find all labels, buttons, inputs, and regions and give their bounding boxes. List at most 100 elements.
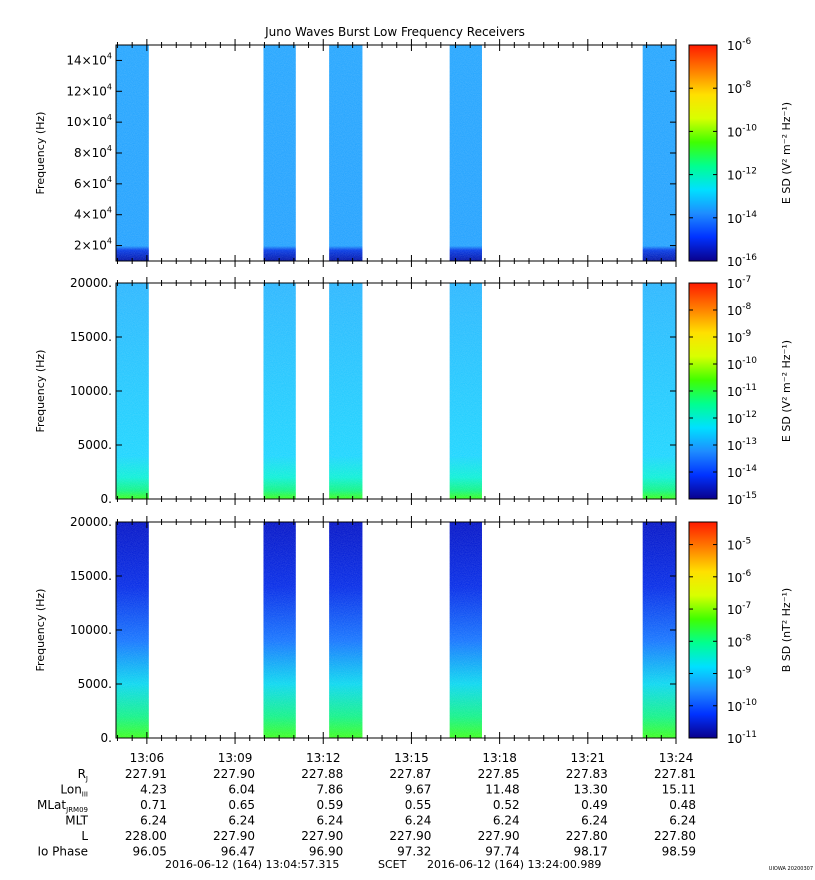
ephemeris-value: 227.80 [566, 829, 608, 843]
colorbar-tick-exponent: -14 [742, 464, 757, 474]
ephemeris-value: 98.59 [662, 845, 696, 859]
ephemeris-value: 0.65 [228, 798, 255, 812]
time-tick-label-4: 13:15 [394, 751, 429, 765]
colorbar-tick-exponent: -16 [742, 253, 757, 263]
burst-noise-3 [329, 522, 363, 738]
colorbar-tick-label-6: 10-10 [727, 698, 757, 714]
ephemeris-value: 227.90 [301, 829, 343, 843]
ephemeris-value: 0.52 [493, 798, 520, 812]
colorbar-tick-label-2: 10-6 [727, 569, 752, 585]
y-tick-exponent: 4 [107, 144, 112, 153]
y-tick-label-4: 8×104 [74, 144, 112, 160]
burst-noise-2 [263, 45, 296, 261]
ephemeris-value: 227.88 [301, 767, 343, 781]
colorbar-tick-label-9: 10-15 [727, 491, 757, 507]
panel-1: 2×104 4×104 6×104 8×104 10×104 12×104 14×104 Fr… [34, 37, 793, 269]
colorbar-label: E SD (V² m⁻² Hz⁻¹) [780, 102, 793, 204]
colorbar-tick-exponent: -14 [742, 210, 757, 220]
ephemeris-value: 9.67 [405, 783, 432, 797]
colorbar-label: B SD (nT² Hz⁻¹) [780, 588, 793, 672]
footer-start-time: 2016-06-12 (164) 13:04:57.315 [165, 858, 340, 871]
ephemeris-value: 6.24 [140, 814, 167, 828]
colorbar-tick-exponent: -7 [742, 275, 751, 285]
ephemeris-value: 227.90 [213, 829, 255, 843]
colorbar-tick-label-5: 10-14 [727, 210, 757, 226]
colorbar-label: E SD (V² m⁻² Hz⁻¹) [780, 340, 793, 442]
colorbar-tick-label-7: 10-11 [727, 730, 757, 746]
ephemeris-value: 0.71 [140, 798, 167, 812]
ephemeris-value: 7.86 [317, 783, 344, 797]
y-tick-label-5: 20000. [70, 515, 112, 529]
ephemeris-value: 98.17 [573, 845, 607, 859]
y-tick-exponent: 4 [107, 206, 112, 215]
time-tick-label-1: 13:06 [130, 751, 165, 765]
colorbar-tick-exponent: -10 [742, 123, 757, 133]
y-tick-label-5: 20000. [70, 276, 112, 290]
ephemeris-value: 6.24 [493, 814, 520, 828]
ephemeris-value: 6.04 [228, 783, 255, 797]
ephemeris-value: 227.80 [654, 829, 696, 843]
y-tick-exponent: 4 [107, 113, 112, 122]
time-tick-label-3: 13:12 [306, 751, 341, 765]
y-tick-label-1: 0. [101, 731, 112, 745]
ephemeris-value: 0.49 [581, 798, 608, 812]
ephemeris-label-2: LonIII [60, 783, 88, 799]
plot-frame [115, 521, 677, 739]
colorbar-tick-exponent: -13 [742, 437, 757, 447]
y-tick-label-1: 2×104 [74, 237, 112, 253]
colorbar-tick-label-4: 10-10 [727, 356, 757, 372]
colorbar-gradient [688, 521, 718, 739]
colorbar-tick-label-5: 10-11 [727, 383, 757, 399]
ephemeris-value: 4.23 [140, 783, 167, 797]
y-tick-label-5: 10×104 [66, 113, 112, 129]
y-tick-exponent: 4 [107, 175, 112, 184]
y-tick-exponent: 4 [107, 237, 112, 246]
ephemeris-value: 13.30 [573, 783, 607, 797]
y-tick-label-2: 5000. [78, 677, 112, 691]
ephemeris-table: 13:06 13:09 13:12 13:15 13:18 13:21 13:24 RJ 227… [37, 751, 696, 859]
y-tick-label-4: 15000. [70, 569, 112, 583]
ephemeris-value: 0.55 [405, 798, 432, 812]
colorbar-tick-exponent: -6 [742, 37, 751, 47]
colorbar-3: 10-5 10-6 10-7 10-8 10-9 10-10 10-11 B SD (nT² … [688, 521, 793, 746]
ephemeris-value: 6.24 [405, 814, 432, 828]
panel-3: 0. 5000. 10000. 15000. 20000. Frequency (Hz) 1… [34, 515, 793, 746]
colorbar-tick-exponent: -15 [742, 491, 757, 501]
time-tick-label-6: 13:21 [571, 751, 606, 765]
colorbar-tick-label-1: 10-7 [727, 275, 751, 291]
y-tick-label-3: 10000. [70, 384, 112, 398]
colorbar-2: 10-7 10-8 10-9 10-10 10-11 10-12 10-13 10-14 10-… [688, 275, 793, 507]
ephemeris-value: 96.47 [221, 845, 255, 859]
ephemeris-label-subscript: JRM09 [65, 806, 88, 814]
colorbar-tick-label-2: 10-8 [727, 80, 752, 96]
colorbar-tick-label-4: 10-12 [727, 167, 757, 183]
y-tick-label-3: 6×104 [74, 175, 112, 191]
ephemeris-value: 96.90 [309, 845, 343, 859]
y-tick-exponent: 4 [107, 82, 112, 91]
burst-noise-3 [329, 45, 363, 261]
colorbar-tick-exponent: -11 [742, 730, 757, 740]
ephemeris-value: 227.90 [213, 767, 255, 781]
footer-frame: SCET [378, 858, 407, 871]
colorbar-tick-label-2: 10-8 [727, 302, 752, 318]
colorbar-tick-label-3: 10-7 [727, 601, 751, 617]
y-tick-label-7: 14×104 [66, 51, 112, 67]
y-tick-label-6: 12×104 [66, 82, 112, 98]
colorbar-tick-exponent: -8 [742, 633, 751, 643]
burst-noise-4 [449, 45, 482, 261]
ephemeris-value: 6.24 [317, 814, 344, 828]
colorbar-tick-exponent: -8 [742, 302, 751, 312]
credit-stamp: UIOWA 20200307 [768, 866, 813, 872]
colorbar-tick-exponent: -7 [742, 601, 751, 611]
ephemeris-value: 97.74 [485, 845, 519, 859]
ephemeris-value: 227.90 [478, 829, 520, 843]
colorbar-tick-label-1: 10-6 [727, 37, 752, 53]
y-axis-label: Frequency (Hz) [34, 589, 47, 672]
colorbar-tick-label-6: 10-12 [727, 410, 757, 426]
burst-noise-3 [329, 283, 363, 499]
colorbar-tick-exponent: -10 [742, 356, 757, 366]
ephemeris-label-1: RJ [78, 767, 88, 783]
colorbar-tick-exponent: -10 [742, 698, 757, 708]
colorbar-tick-exponent: -6 [742, 569, 751, 579]
y-tick-exponent: 4 [107, 51, 112, 60]
